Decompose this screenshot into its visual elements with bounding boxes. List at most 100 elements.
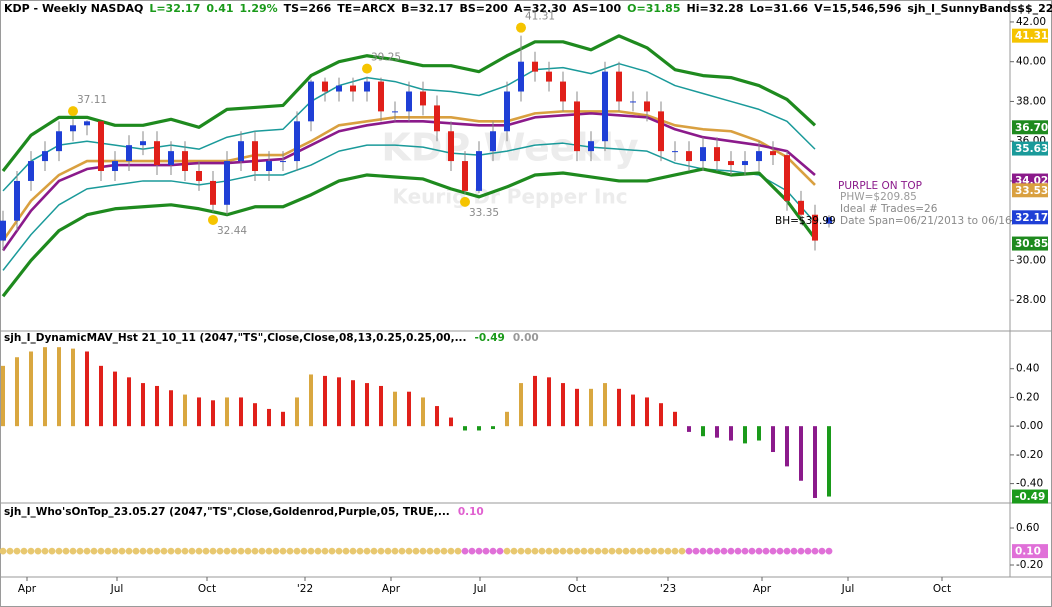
strategy-annotation: Date Span=06/21/2013 to 06/16/20 bbox=[840, 215, 1029, 227]
panel-title: sjh_I_DynamicMAV_Hst 21_10_11 (2047,"TS"… bbox=[4, 332, 539, 344]
x-tick-label: Apr bbox=[18, 583, 37, 595]
state-dot bbox=[307, 547, 315, 555]
header-item: TS=266 bbox=[284, 2, 332, 15]
x-tick-label: Jul bbox=[841, 583, 855, 595]
state-dot bbox=[559, 547, 567, 555]
histogram-bar bbox=[617, 388, 621, 427]
candle-body bbox=[238, 141, 244, 162]
state-dot-fill bbox=[188, 547, 196, 555]
candle-body bbox=[546, 71, 552, 82]
candle-body bbox=[560, 81, 566, 102]
y-tick-label: -0.20 bbox=[1016, 449, 1043, 461]
histogram-bar bbox=[211, 400, 215, 427]
state-dot-fill bbox=[818, 547, 826, 555]
histogram-bar bbox=[15, 357, 19, 427]
candle-body bbox=[98, 121, 104, 172]
state-dot-fill bbox=[734, 547, 742, 555]
state-dot-fill bbox=[76, 547, 84, 555]
state-dot-fill bbox=[328, 547, 336, 555]
state-dot bbox=[405, 547, 413, 555]
candle-body bbox=[644, 101, 650, 112]
pivot-label: 41.31 bbox=[525, 10, 555, 22]
state-dot bbox=[335, 547, 343, 555]
state-dot-fill bbox=[398, 547, 406, 555]
candle-body bbox=[602, 71, 608, 142]
candle-body bbox=[784, 155, 790, 201]
histogram-bar bbox=[113, 371, 117, 427]
value-flag-label: 30.85 bbox=[1015, 238, 1048, 250]
state-dot-fill bbox=[678, 547, 686, 555]
state-dot-fill bbox=[286, 547, 294, 555]
y-tick-label: 42.00 bbox=[1016, 16, 1046, 28]
value-flag-label: 33.53 bbox=[1015, 185, 1048, 197]
state-dot-fill bbox=[244, 547, 252, 555]
state-dot-fill bbox=[412, 547, 420, 555]
state-dot bbox=[349, 547, 357, 555]
state-dot bbox=[489, 547, 497, 555]
histogram-bar bbox=[575, 388, 579, 427]
histogram-bar bbox=[435, 406, 439, 427]
state-dot bbox=[671, 547, 679, 555]
state-dot-fill bbox=[20, 547, 28, 555]
candle-body bbox=[42, 151, 48, 162]
candle-body bbox=[294, 121, 300, 162]
state-dot bbox=[13, 547, 21, 555]
histogram-bar bbox=[29, 351, 33, 427]
state-dot bbox=[433, 547, 441, 555]
header-item: BS=200 bbox=[459, 2, 508, 15]
state-dot bbox=[293, 547, 301, 555]
candle-body bbox=[182, 151, 188, 172]
state-dot-fill bbox=[6, 547, 14, 555]
candle-body bbox=[84, 121, 90, 126]
candle-body bbox=[112, 161, 118, 172]
state-dot bbox=[41, 547, 49, 555]
histogram-bar bbox=[715, 426, 719, 438]
x-tick-label: Apr bbox=[382, 583, 401, 595]
state-dot bbox=[461, 547, 469, 555]
y-tick-label: 0.20 bbox=[1016, 391, 1039, 403]
strategy-annotation: PHW=$209.85 bbox=[840, 191, 917, 203]
state-dot bbox=[237, 547, 245, 555]
state-dot bbox=[517, 547, 525, 555]
state-dot-fill bbox=[580, 547, 588, 555]
histogram-bar bbox=[547, 377, 551, 427]
state-dot-fill bbox=[370, 547, 378, 555]
state-dot bbox=[69, 547, 77, 555]
panel-title: sjh_I_Who'sOnTop_23.05.27 (2047,"TS",Clo… bbox=[4, 506, 484, 518]
histogram-bar bbox=[57, 347, 61, 427]
state-dot-fill bbox=[510, 547, 518, 555]
header-item: 0.41 bbox=[206, 2, 233, 15]
histogram-bar bbox=[561, 383, 565, 427]
histogram-bar bbox=[701, 426, 705, 437]
candle-body bbox=[448, 131, 454, 162]
histogram-bar bbox=[281, 411, 285, 427]
histogram-bar bbox=[239, 397, 243, 427]
state-dot bbox=[699, 547, 707, 555]
state-dot-fill bbox=[552, 547, 560, 555]
state-dot bbox=[195, 547, 203, 555]
state-dot bbox=[629, 547, 637, 555]
value-flag-label: 41.31 bbox=[1015, 30, 1048, 42]
panel-readout: -0.49 bbox=[475, 332, 505, 344]
band-line bbox=[1, 34, 817, 172]
candle-body bbox=[322, 81, 328, 92]
candle-body bbox=[490, 131, 496, 152]
candle-body bbox=[504, 91, 510, 132]
histogram-bar bbox=[197, 397, 201, 427]
header-item: O=31.85 bbox=[627, 2, 680, 15]
pivot-label: 39.25 bbox=[371, 51, 401, 63]
state-dot-fill bbox=[300, 547, 308, 555]
state-dot-fill bbox=[342, 547, 350, 555]
state-dot-fill bbox=[566, 547, 574, 555]
state-dot-fill bbox=[524, 547, 532, 555]
header-item: A=32.30 bbox=[514, 2, 567, 15]
state-dot-fill bbox=[160, 547, 168, 555]
value-flag-label: 32.17 bbox=[1015, 212, 1048, 224]
candle-body bbox=[476, 151, 482, 191]
state-dot-fill bbox=[258, 547, 266, 555]
header-item: 1.29% bbox=[240, 2, 278, 15]
histogram-bar bbox=[589, 388, 593, 427]
state-dot bbox=[475, 547, 483, 555]
pivot-dot bbox=[516, 22, 526, 33]
state-dot bbox=[0, 547, 7, 555]
